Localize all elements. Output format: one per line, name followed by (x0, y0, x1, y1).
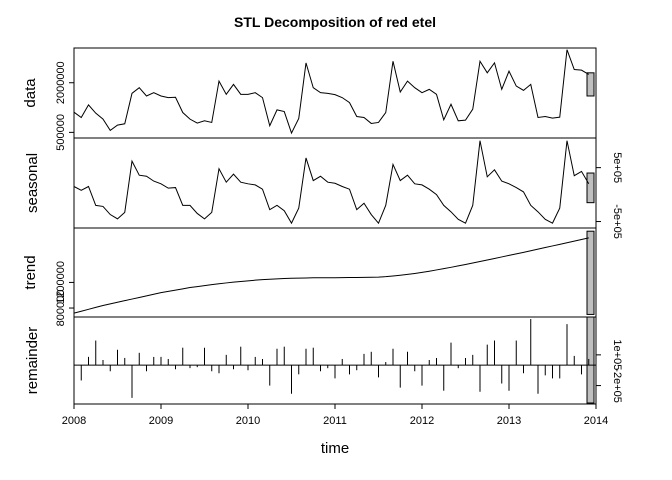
y-tick-label-trend: 1200000 (55, 261, 67, 304)
x-axis-label: time (321, 440, 349, 457)
series-line-data (73, 49, 590, 135)
x-tick-label: 2014 (584, 415, 608, 427)
scale-bar-remainder (586, 316, 595, 404)
chart-title: STL Decomposition of red etel (234, 14, 436, 30)
panel-data: data 500000 2000000 (22, 47, 597, 151)
y-tick-label-data: 2000000 (55, 61, 67, 104)
panels: data 500000 2000000 seasonal 5e+05 -5e+05 tren… (22, 47, 623, 405)
series-line-trend (73, 237, 589, 314)
x-axis: 2008 2009 2010 2011 2012 2013 2014 (62, 404, 608, 427)
y-tick-label-right-remainder: -2e+05 (611, 368, 623, 403)
panel-remainder: remainder 1e+05-2e+05 (24, 316, 623, 405)
y-tick-label-right-seasonal: -5e+05 (611, 204, 623, 239)
x-tick-label: 2009 (149, 415, 173, 427)
y-tick-label-right-seasonal: 5e+05 (611, 152, 623, 183)
scale-bar-trend (586, 230, 595, 315)
scale-bar-seasonal (586, 172, 595, 204)
panel-seasonal: seasonal 5e+05 -5e+05 (24, 137, 623, 239)
panel-label-trend: trend (22, 255, 39, 289)
x-tick-label: 2011 (323, 415, 347, 427)
panel-frame (73, 227, 597, 318)
series-line-seasonal (73, 140, 590, 225)
scale-bar-data (586, 72, 595, 97)
y-tick-label-trend: 800000 (55, 290, 67, 327)
x-tick-label: 2012 (410, 415, 434, 427)
panel-label-data: data (22, 78, 39, 108)
x-tick-label: 2008 (62, 415, 86, 427)
panel-label-remainder: remainder (24, 327, 41, 395)
y-tick-label-data: 500000 (55, 114, 67, 151)
x-tick-label: 2010 (236, 415, 260, 427)
x-tick-label: 2013 (497, 415, 521, 427)
panel-label-seasonal: seasonal (24, 153, 41, 213)
panel-frame (73, 316, 597, 405)
y-tick-label-right-remainder: 1e+05 (611, 339, 623, 370)
